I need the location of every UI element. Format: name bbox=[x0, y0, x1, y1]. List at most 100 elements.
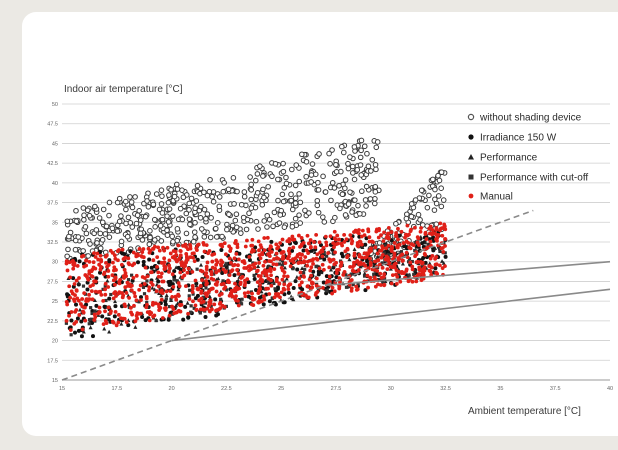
point-manual bbox=[164, 306, 168, 310]
point-performance-with-cut-off bbox=[272, 281, 276, 286]
point-performance-with-cut-off bbox=[191, 292, 195, 296]
point-without-shading-device bbox=[64, 253, 70, 260]
point-manual bbox=[367, 235, 372, 240]
point-performance-with-cut-off bbox=[137, 300, 141, 304]
point-manual bbox=[302, 259, 307, 264]
point-without-shading-device bbox=[174, 186, 181, 192]
point-without-shading-device bbox=[219, 233, 225, 240]
point-manual bbox=[68, 328, 73, 332]
point-performance bbox=[347, 257, 352, 262]
point-manual bbox=[209, 270, 214, 274]
point-performance-with-cut-off bbox=[382, 251, 386, 255]
point-manual bbox=[311, 257, 316, 262]
point-manual bbox=[235, 245, 240, 250]
point-without-shading-device bbox=[363, 203, 369, 209]
point-manual bbox=[358, 239, 363, 244]
point-manual bbox=[377, 262, 382, 267]
point-without-shading-device bbox=[253, 218, 260, 225]
point-manual bbox=[332, 289, 337, 294]
point-manual bbox=[223, 270, 228, 274]
point-manual bbox=[277, 281, 282, 286]
point-manual bbox=[214, 270, 219, 275]
point-manual bbox=[390, 273, 395, 278]
point-performance bbox=[362, 271, 367, 276]
point-manual bbox=[198, 307, 203, 312]
point-manual bbox=[257, 289, 261, 293]
point-without-shading-device bbox=[186, 200, 193, 207]
point-performance-with-cut-off bbox=[299, 274, 303, 278]
point-manual bbox=[413, 225, 417, 230]
y-tick-label: 32.5 bbox=[47, 240, 58, 246]
point-without-shading-device bbox=[308, 172, 315, 178]
point-manual bbox=[410, 267, 415, 272]
point-manual bbox=[260, 278, 265, 283]
point-manual bbox=[87, 292, 91, 297]
point-manual bbox=[64, 259, 69, 263]
point-without-shading-device bbox=[204, 211, 211, 217]
point-without-shading-device bbox=[73, 218, 80, 224]
point-manual bbox=[368, 263, 373, 267]
point-without-shading-device bbox=[65, 246, 71, 253]
point-irradiance-150-w bbox=[79, 319, 84, 324]
point-manual bbox=[162, 267, 167, 271]
point-manual bbox=[146, 246, 151, 251]
point-manual bbox=[405, 233, 410, 238]
point-without-shading-device bbox=[363, 183, 370, 190]
point-without-shading-device bbox=[438, 203, 445, 210]
y-tick-label: 47.5 bbox=[47, 122, 58, 128]
point-manual bbox=[406, 240, 410, 245]
point-irradiance-150-w bbox=[364, 236, 369, 241]
point-manual bbox=[82, 291, 87, 296]
point-manual bbox=[293, 256, 298, 261]
point-without-shading-device bbox=[438, 169, 445, 176]
point-without-shading-device bbox=[129, 204, 136, 211]
point-without-shading-device bbox=[224, 226, 230, 233]
point-irradiance-150-w bbox=[85, 287, 90, 292]
point-performance-with-cut-off bbox=[438, 249, 442, 253]
point-without-shading-device bbox=[216, 203, 223, 210]
point-without-shading-device bbox=[337, 205, 343, 212]
point-manual bbox=[296, 233, 301, 238]
point-manual bbox=[194, 246, 199, 251]
point-manual bbox=[250, 291, 254, 296]
point-without-shading-device bbox=[164, 232, 171, 238]
point-manual bbox=[354, 259, 359, 264]
point-manual bbox=[299, 242, 304, 247]
point-manual bbox=[309, 265, 314, 270]
point-manual bbox=[251, 303, 256, 307]
point-manual bbox=[157, 248, 162, 253]
y-tick-label: 42.5 bbox=[47, 161, 58, 167]
point-without-shading-device bbox=[297, 220, 304, 226]
point-manual bbox=[106, 285, 111, 289]
point-manual bbox=[303, 255, 308, 259]
point-performance-with-cut-off bbox=[203, 301, 208, 305]
point-manual bbox=[368, 256, 372, 261]
point-without-shading-device bbox=[133, 220, 140, 227]
point-manual bbox=[434, 237, 438, 242]
point-manual bbox=[90, 267, 95, 272]
point-manual bbox=[145, 274, 150, 279]
point-performance-with-cut-off bbox=[126, 278, 131, 282]
reference-lines bbox=[61, 209, 611, 381]
point-manual bbox=[124, 320, 129, 325]
point-performance bbox=[154, 267, 159, 272]
point-manual bbox=[112, 291, 117, 296]
point-manual bbox=[279, 266, 284, 270]
point-performance bbox=[174, 303, 179, 308]
point-manual bbox=[386, 226, 391, 230]
chart-card bbox=[22, 12, 618, 436]
point-manual bbox=[190, 283, 195, 288]
point-manual bbox=[245, 238, 249, 243]
point-irradiance-150-w bbox=[257, 295, 262, 300]
point-without-shading-device bbox=[75, 234, 82, 240]
point-manual bbox=[409, 227, 413, 232]
point-manual bbox=[255, 280, 260, 285]
point-irradiance-150-w bbox=[213, 297, 218, 302]
point-manual bbox=[310, 285, 315, 290]
point-manual bbox=[162, 256, 167, 261]
point-without-shading-device bbox=[417, 217, 423, 223]
point-manual bbox=[106, 274, 111, 279]
point-without-shading-device bbox=[188, 195, 195, 202]
point-manual bbox=[65, 268, 70, 273]
point-manual bbox=[227, 273, 232, 278]
